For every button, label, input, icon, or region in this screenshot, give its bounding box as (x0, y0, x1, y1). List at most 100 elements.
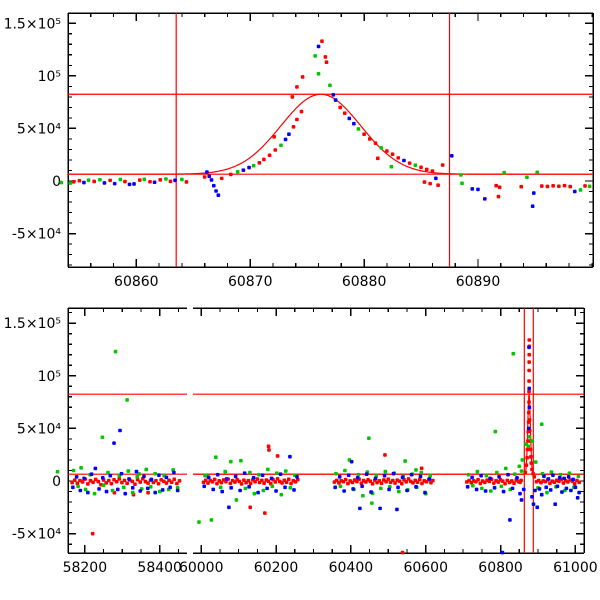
data-point (299, 109, 304, 114)
data-point (526, 426, 531, 431)
data-point (577, 490, 581, 495)
data-point (212, 477, 217, 482)
data-point (418, 474, 423, 479)
data-point (549, 470, 554, 474)
data-point (395, 507, 399, 512)
data-point (320, 39, 324, 43)
data-point (227, 505, 231, 510)
top-points-red (71, 39, 587, 199)
data-point (414, 485, 418, 489)
data-point (428, 473, 433, 478)
data-point (123, 179, 127, 184)
data-point (568, 184, 573, 189)
data-point (525, 175, 529, 180)
data-point (177, 479, 182, 483)
top-model-curve (68, 93, 593, 175)
data-point (566, 475, 571, 479)
data-point (440, 163, 445, 167)
data-point (542, 474, 546, 479)
data-point (479, 473, 483, 478)
data-point (492, 486, 497, 490)
data-point (527, 418, 532, 422)
data-point (242, 471, 247, 475)
data-point (266, 467, 270, 472)
y-tick-label: -5×10⁴ (12, 527, 62, 543)
data-point (228, 459, 233, 464)
data-point (287, 132, 291, 137)
data-point (215, 472, 220, 477)
data-point (168, 485, 172, 490)
data-point (119, 471, 124, 476)
data-point (342, 489, 346, 493)
data-point (512, 472, 517, 476)
data-point (515, 476, 519, 480)
data-point (517, 464, 522, 469)
data-point (359, 481, 364, 486)
data-point (76, 484, 80, 489)
data-point (521, 487, 526, 492)
data-point (427, 477, 432, 481)
data-point (530, 495, 534, 499)
data-point (527, 379, 531, 383)
data-point (133, 482, 137, 486)
data-point (533, 488, 537, 493)
data-point (399, 481, 404, 486)
data-point (525, 456, 529, 460)
data-point (223, 469, 227, 474)
data-point (173, 178, 177, 183)
data-point (97, 487, 101, 491)
data-point (279, 492, 284, 497)
data-point (130, 479, 135, 484)
y-tick-label: 10⁵ (38, 369, 61, 385)
data-point (219, 480, 224, 485)
data-point (360, 484, 364, 489)
data-point (127, 477, 131, 481)
data-point (109, 481, 114, 486)
data-point (403, 459, 407, 463)
data-point (59, 180, 63, 185)
data-point (239, 482, 244, 486)
data-point (527, 389, 531, 394)
data-point (337, 475, 342, 479)
data-point (343, 477, 348, 482)
data-point (428, 181, 432, 186)
data-point (79, 466, 83, 470)
data-point (576, 474, 581, 479)
data-point (114, 479, 119, 484)
data-point (573, 485, 578, 490)
data-point (352, 121, 356, 126)
top-panel: 60860 60870 60880 60890 1.5×10⁵ 10⁵ 5×10⁴ 0 -5×1… (4, 12, 594, 290)
data-point (545, 490, 549, 495)
data-point (396, 485, 400, 490)
data-point (497, 185, 502, 190)
data-point (263, 511, 267, 515)
data-point (375, 156, 380, 161)
data-point (145, 486, 150, 491)
data-point (153, 471, 157, 476)
data-point (488, 476, 492, 481)
data-point (583, 184, 587, 188)
data-point (247, 485, 251, 489)
data-point (400, 475, 405, 480)
top-points-green (59, 54, 592, 192)
data-point (275, 477, 280, 481)
data-point (419, 165, 423, 170)
data-point (393, 481, 397, 485)
bottom-model-curve (193, 393, 584, 475)
data-point (511, 351, 516, 356)
data-point (257, 161, 262, 165)
data-point (431, 478, 435, 483)
data-point (118, 428, 122, 433)
data-point (531, 502, 536, 506)
data-point (92, 491, 97, 496)
data-point (202, 484, 207, 489)
data-point (158, 178, 163, 182)
data-point (483, 197, 487, 201)
data-point (430, 169, 435, 173)
data-point (383, 469, 388, 474)
data-point (316, 71, 321, 76)
data-point (202, 175, 207, 179)
data-point (127, 182, 132, 187)
